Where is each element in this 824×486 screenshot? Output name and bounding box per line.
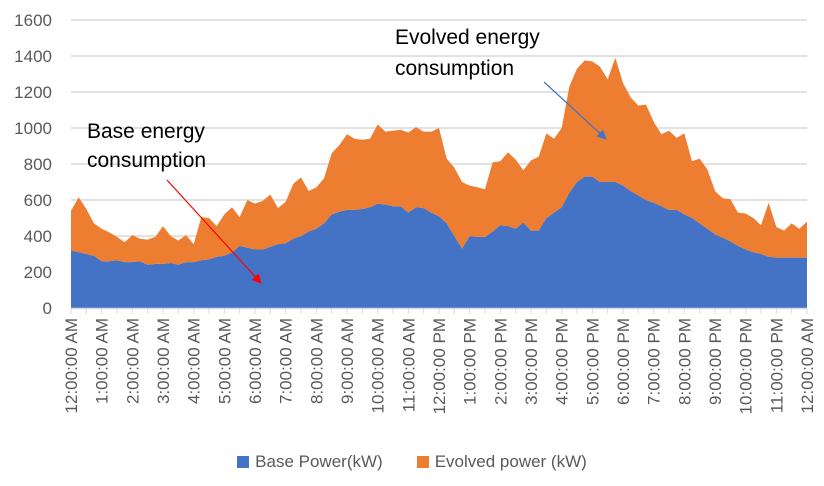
legend-item-evolved: Evolved power (kW) xyxy=(416,452,587,472)
x-tick-label: 1:00:00 PM xyxy=(461,318,480,405)
x-tick-label: 10:00:00 PM xyxy=(737,318,756,414)
x-tick-label: 6:00:00 AM xyxy=(246,318,265,404)
x-axis-tick-labels: 12:00:00 AM 1:00:00 AM 2:00:00 AM 3:00:00 A… xyxy=(62,318,817,414)
x-tick-label: 6:00:00 PM xyxy=(614,318,633,405)
annotation-base-line1: Base energy xyxy=(87,120,205,143)
annotation-base-line2: consumption xyxy=(87,149,206,172)
legend-swatch-evolved xyxy=(416,456,429,468)
annotation-base-arrow xyxy=(166,179,262,284)
x-tick-label: 7:00:00 PM xyxy=(645,318,664,405)
y-tick-label: 1000 xyxy=(14,119,52,138)
area-evolved-power xyxy=(71,57,807,265)
x-tick-label: 3:00:00 AM xyxy=(154,318,173,404)
y-tick-label: 1400 xyxy=(14,47,52,66)
x-tick-label: 9:00:00 AM xyxy=(338,318,357,404)
area-series xyxy=(71,57,807,308)
x-tick-label: 5:00:00 AM xyxy=(215,318,234,404)
legend-label-evolved: Evolved power (kW) xyxy=(434,452,587,471)
x-tick-label: 11:00:00 PM xyxy=(767,318,786,413)
legend-swatch-base xyxy=(237,456,250,468)
x-tick-label: 2:00:00 AM xyxy=(123,318,142,404)
y-tick-label: 600 xyxy=(24,191,52,210)
x-tick-label: 7:00:00 AM xyxy=(277,318,296,404)
y-tick-label: 0 xyxy=(43,299,52,318)
y-tick-label: 200 xyxy=(24,263,52,282)
annotation-evolved-arrow xyxy=(543,81,607,140)
x-tick-label: 4:00:00 PM xyxy=(553,318,572,405)
y-axis-tick-labels: 0 200 400 600 800 1000 1200 1400 1600 xyxy=(14,11,52,318)
x-tick-label: 2:00:00 PM xyxy=(491,318,510,405)
x-tick-label: 12:00:00 PM xyxy=(430,318,449,414)
legend-item-base: Base Power(kW) xyxy=(237,452,383,472)
stacked-area-chart: 0 200 400 600 800 1000 1200 1400 1600 12:00:00 A… xyxy=(14,11,817,414)
x-axis-ticks xyxy=(70,307,808,314)
x-tick-label: 4:00:00 AM xyxy=(185,318,204,404)
x-tick-label: 3:00:00 PM xyxy=(522,318,541,405)
x-tick-label: 12:00:00 AM xyxy=(798,318,817,413)
x-tick-label: 11:00:00 AM xyxy=(399,318,418,412)
x-tick-label: 8:00:00 PM xyxy=(675,318,694,405)
legend-label-base: Base Power(kW) xyxy=(255,452,383,471)
legend: Base Power(kW) Evolved power (kW) xyxy=(0,452,824,472)
y-tick-label: 1200 xyxy=(14,83,52,102)
y-tick-label: 1600 xyxy=(14,11,52,30)
x-tick-label: 10:00:00 AM xyxy=(369,318,388,413)
x-tick-label: 12:00:00 AM xyxy=(62,318,81,413)
x-tick-label: 9:00:00 PM xyxy=(706,318,725,405)
x-tick-label: 5:00:00 PM xyxy=(583,318,602,405)
annotations: Base energy consumption Evolved energy c… xyxy=(87,26,607,284)
x-tick-label: 1:00:00 AM xyxy=(93,318,112,404)
annotation-evolved-line1: Evolved energy xyxy=(395,26,540,49)
x-tick-label: 8:00:00 AM xyxy=(307,318,326,404)
annotation-evolved-line2: consumption xyxy=(395,57,514,80)
y-tick-label: 400 xyxy=(24,227,52,246)
y-tick-label: 800 xyxy=(24,155,52,174)
